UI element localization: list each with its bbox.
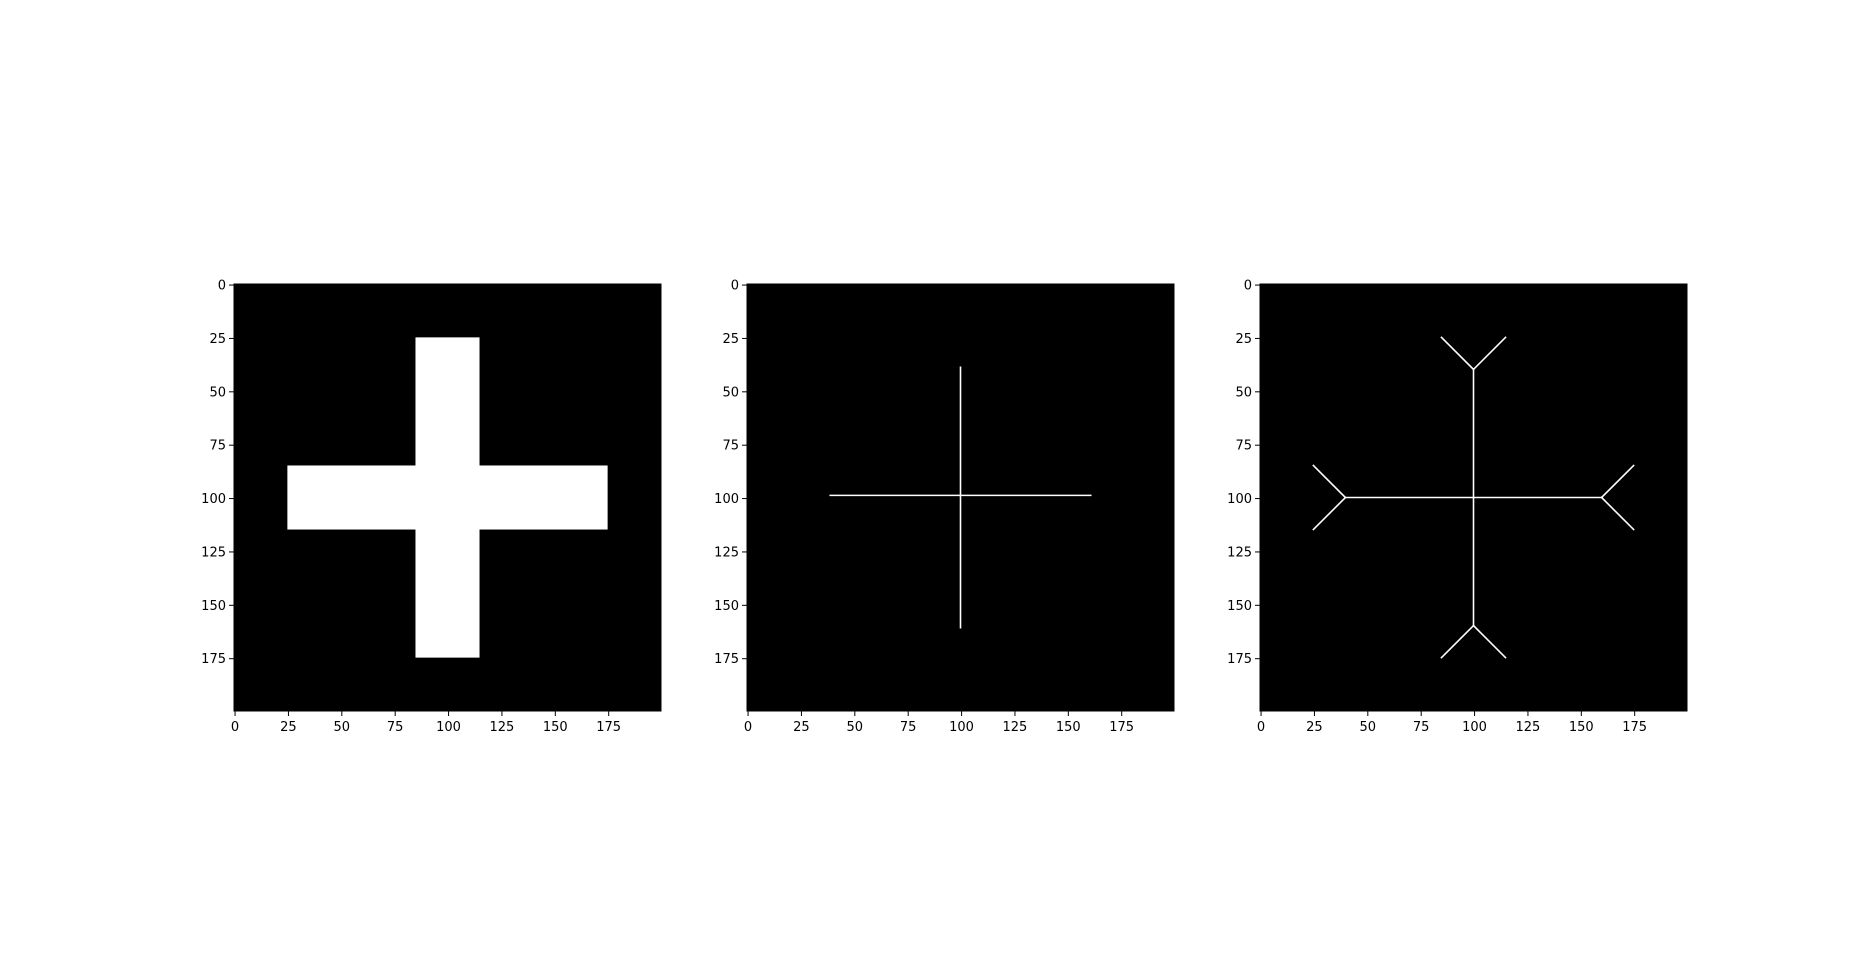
axes-frame bbox=[1259, 283, 1688, 712]
x-tick-label: 0 bbox=[231, 720, 239, 735]
x-tick-label: 125 bbox=[1003, 720, 1028, 735]
x-tick-label: 175 bbox=[1622, 720, 1647, 735]
y-tick-label: 0 bbox=[218, 279, 226, 294]
y-tick-label: 150 bbox=[201, 599, 226, 614]
y-tick-label: 175 bbox=[1227, 652, 1252, 667]
y-tick-label: 100 bbox=[714, 492, 739, 507]
y-tick-label: 0 bbox=[1244, 279, 1252, 294]
skeleton-line bbox=[1440, 624, 1475, 659]
axes-frame bbox=[233, 283, 662, 712]
y-tick-label: 150 bbox=[1227, 599, 1252, 614]
skeleton-line bbox=[1440, 336, 1475, 371]
y-tick-label: 175 bbox=[714, 652, 739, 667]
panel-medial-axis: 0 25 50 75 100 125 150 175 0 25 50 75 100 125 150 175 bbox=[1227, 279, 1688, 735]
y-tick-label: 100 bbox=[201, 492, 226, 507]
x-tick-label: 75 bbox=[387, 720, 404, 735]
x-tick-label: 125 bbox=[490, 720, 515, 735]
skeleton-line bbox=[1472, 624, 1507, 659]
axes-frame bbox=[746, 283, 1175, 712]
panels: 0 25 50 75 100 125 150 175 0 25 50 75 100 125 150 175 0 2… bbox=[201, 279, 1688, 735]
skeleton-line bbox=[1600, 496, 1635, 531]
skeleton-line bbox=[1472, 336, 1507, 371]
x-tick-label: 150 bbox=[1056, 720, 1081, 735]
y-tick-label: 75 bbox=[1235, 439, 1252, 454]
y-tick-label: 50 bbox=[1235, 385, 1252, 400]
y-tick-label: 25 bbox=[209, 332, 226, 347]
x-tick-label: 25 bbox=[280, 720, 297, 735]
x-tick-label: 0 bbox=[1257, 720, 1265, 735]
y-tick-label: 125 bbox=[1227, 545, 1252, 560]
skeleton-line bbox=[1600, 464, 1635, 499]
x-tick-label: 0 bbox=[744, 720, 752, 735]
y-tick-label: 75 bbox=[209, 439, 226, 454]
x-tick-label: 50 bbox=[1360, 720, 1377, 735]
y-tick-label: 25 bbox=[722, 332, 739, 347]
panel-original: 0 25 50 75 100 125 150 175 0 25 50 75 100 125 150 175 bbox=[201, 279, 662, 735]
x-tick-label: 175 bbox=[596, 720, 621, 735]
y-tick-label: 125 bbox=[201, 545, 226, 560]
x-tick-label: 100 bbox=[949, 720, 974, 735]
x-tick-label: 25 bbox=[793, 720, 810, 735]
x-tick-label: 150 bbox=[1569, 720, 1594, 735]
x-tick-label: 50 bbox=[334, 720, 351, 735]
cross-bar-horizontal bbox=[287, 465, 608, 530]
x-tick-label: 150 bbox=[543, 720, 568, 735]
y-tick-label: 125 bbox=[714, 545, 739, 560]
y-tick-label: 100 bbox=[1227, 492, 1252, 507]
x-tick-label: 75 bbox=[1413, 720, 1430, 735]
x-tick-label: 25 bbox=[1306, 720, 1323, 735]
x-tick-label: 100 bbox=[1462, 720, 1487, 735]
x-tick-label: 100 bbox=[436, 720, 461, 735]
y-tick-label: 25 bbox=[1235, 332, 1252, 347]
x-tick-label: 175 bbox=[1109, 720, 1134, 735]
panel-skeleton: 0 25 50 75 100 125 150 175 0 25 50 75 100 125 150 175 bbox=[714, 279, 1175, 735]
y-tick-label: 50 bbox=[722, 385, 739, 400]
skeleton-line bbox=[1312, 464, 1347, 499]
x-tick-label: 50 bbox=[847, 720, 864, 735]
y-tick-label: 75 bbox=[722, 439, 739, 454]
x-tick-label: 75 bbox=[900, 720, 917, 735]
y-tick-label: 50 bbox=[209, 385, 226, 400]
x-tick-label: 125 bbox=[1516, 720, 1541, 735]
y-tick-label: 0 bbox=[731, 279, 739, 294]
skeleton-line bbox=[1312, 496, 1347, 531]
y-tick-label: 175 bbox=[201, 652, 226, 667]
y-tick-label: 150 bbox=[714, 599, 739, 614]
